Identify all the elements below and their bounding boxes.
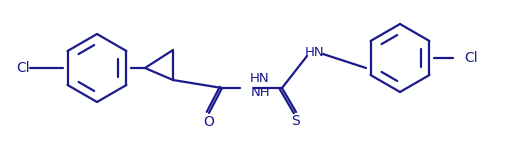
- Text: NH: NH: [251, 86, 270, 99]
- Text: Cl: Cl: [464, 51, 478, 65]
- Text: HN: HN: [250, 71, 270, 85]
- Text: S: S: [292, 114, 300, 128]
- Text: Cl: Cl: [16, 61, 30, 75]
- Text: HN: HN: [305, 45, 325, 58]
- Text: O: O: [204, 115, 215, 129]
